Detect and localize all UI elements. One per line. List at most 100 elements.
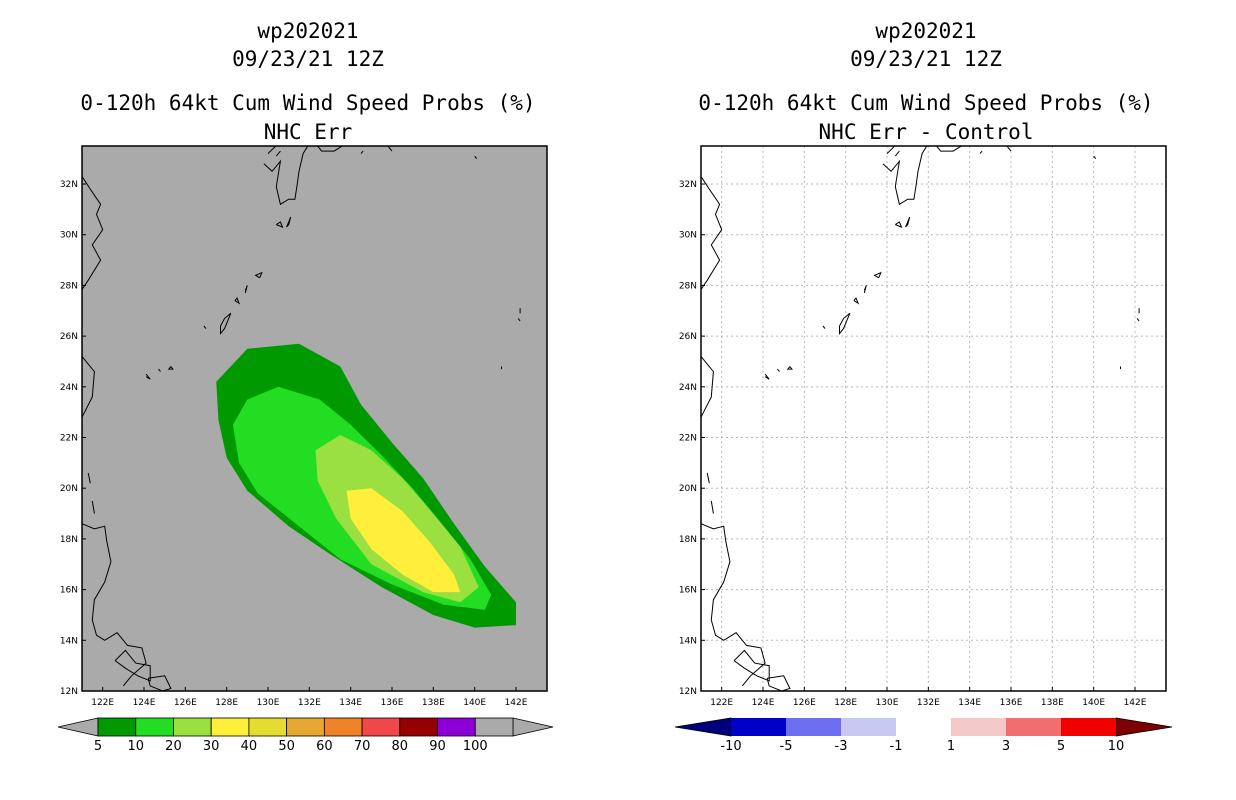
coastline — [873, 271, 882, 279]
coastline — [1093, 155, 1097, 160]
colorbar-swatch — [323, 717, 363, 737]
colorbar-label: 30 — [203, 739, 220, 754]
coastline — [882, 146, 928, 206]
chart-subtitle: NHC Err - Control — [819, 120, 1034, 144]
coastline — [82, 176, 104, 291]
colorbar-label: -10 — [720, 739, 741, 754]
coastline — [701, 176, 723, 291]
coastline — [286, 216, 292, 228]
coastline — [786, 366, 793, 370]
colorbar: 5 10 20 30 40 50 60 70 80 90 100 — [57, 717, 554, 754]
coastline — [886, 146, 896, 154]
coastline — [1006, 146, 1012, 152]
colorbar-swatch — [731, 718, 786, 736]
chart-subtitle: NHC Err — [264, 120, 353, 144]
colorbar-label: -5 — [780, 739, 793, 754]
x-tick-label: 122E — [91, 698, 114, 708]
y-tick-label: 14N — [60, 636, 78, 646]
colorbar-label: 80 — [392, 739, 409, 754]
coastline — [474, 155, 478, 160]
coastline — [167, 366, 174, 370]
coastline — [733, 649, 770, 682]
x-tick-label: 138E — [422, 698, 445, 708]
x-tick-label: 142E — [505, 698, 528, 708]
colorbar-label: 5 — [94, 739, 102, 754]
y-tick-label: 30N — [60, 231, 78, 241]
coastline — [979, 150, 983, 154]
colorbar-end-left — [674, 717, 732, 737]
coastline — [82, 523, 147, 687]
x-tick-label: 130E — [876, 698, 899, 708]
coastline — [935, 146, 962, 152]
coastline — [91, 500, 95, 514]
plot-frame — [81, 145, 548, 692]
x-tick-label: 132E — [917, 698, 940, 708]
chart-title: 0-120h 64kt Cum Wind Speed Probs (%) — [80, 91, 535, 115]
storm-id-title: wp202021 — [257, 19, 358, 43]
coastline — [316, 146, 343, 152]
coastline — [706, 472, 710, 484]
right-panel: wp202021 09/23/21 12Z 0-120h 64kt Cum Wind… — [674, 19, 1173, 754]
x-tick-label: 134E — [958, 698, 981, 708]
coastline — [203, 325, 207, 329]
colorbar-swatch — [173, 717, 212, 737]
x-tick-label: 124E — [752, 698, 775, 708]
coastline — [263, 146, 309, 206]
coastline — [894, 150, 900, 157]
x-tick-label: 122E — [710, 698, 733, 708]
colorbar-swatch — [896, 718, 951, 736]
x-tick-label: 136E — [1000, 698, 1023, 708]
coastline — [220, 312, 232, 336]
colorbar-swatch — [951, 718, 1006, 736]
y-tick-label: 22N — [60, 434, 78, 444]
colorbar-label: 10 — [127, 739, 144, 754]
y-tick-label: 24N — [60, 383, 78, 393]
y-tick-label: 24N — [679, 383, 697, 393]
y-tick-label: 18N — [679, 535, 697, 545]
coastline — [853, 297, 860, 305]
x-tick-label: 124E — [133, 698, 156, 708]
colorbar-swatch — [1006, 718, 1061, 736]
coastline — [710, 500, 714, 514]
coastline — [254, 271, 263, 279]
y-tick-label: 32N — [679, 180, 697, 190]
coastline — [87, 472, 91, 484]
coastline — [764, 373, 770, 380]
x-tick-label: 130E — [257, 698, 280, 708]
y-tick-label: 30N — [679, 231, 697, 241]
colorbar-label: 100 — [463, 739, 488, 754]
y-tick-label: 22N — [679, 434, 697, 444]
coastline — [234, 297, 241, 305]
coastline — [114, 649, 151, 682]
colorbar-swatch — [361, 717, 401, 737]
coastline — [517, 318, 521, 322]
y-tick-label: 32N — [60, 180, 78, 190]
y-tick-label: 20N — [60, 484, 78, 494]
coastline — [1136, 318, 1140, 322]
plot-frame — [700, 145, 1167, 692]
y-tick-label: 16N — [679, 586, 697, 596]
x-tick-label: 128E — [215, 698, 238, 708]
colorbar-label: -3 — [835, 739, 848, 754]
colorbar: -10 -5 -3 -1 1 3 5 10 — [674, 717, 1173, 754]
plot-area — [701, 146, 1166, 691]
coastline — [701, 356, 714, 420]
colorbar-end-right — [1115, 717, 1173, 737]
y-tick-label: 12N — [60, 687, 78, 697]
colorbar-swatch — [97, 717, 137, 737]
coastline — [895, 221, 903, 229]
coastline — [267, 146, 277, 154]
coastline — [82, 356, 95, 420]
coastline — [147, 675, 172, 691]
colorbar-swatch — [210, 717, 250, 737]
colorbar-swatch — [286, 717, 325, 737]
plot-background — [701, 146, 1166, 691]
x-tick-label: 132E — [298, 698, 321, 708]
coastline — [276, 221, 284, 229]
y-tick-label: 16N — [60, 586, 78, 596]
x-tick-label: 128E — [834, 698, 857, 708]
coastline — [822, 325, 826, 329]
x-tick-label: 134E — [339, 698, 362, 708]
x-tick-label: 142E — [1124, 698, 1147, 708]
